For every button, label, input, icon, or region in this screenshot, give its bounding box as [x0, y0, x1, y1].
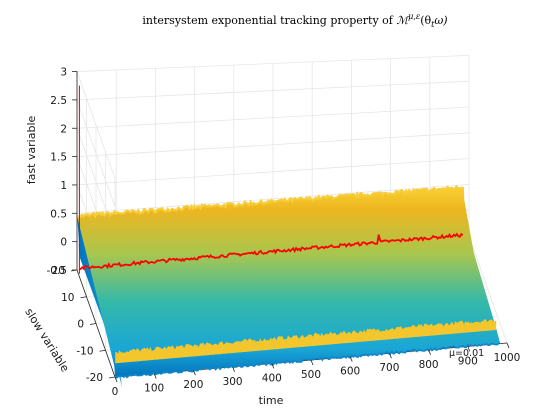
- z-axis-label: fast variable: [25, 116, 38, 185]
- x-tick-label: 500: [301, 369, 321, 381]
- y-tick-label: 10: [61, 292, 74, 304]
- x-tick-label: 900: [458, 355, 478, 367]
- z-tick-label: 1: [60, 180, 67, 192]
- y-tick-mark: [80, 296, 87, 299]
- x-tick-mark: [310, 359, 314, 366]
- x-tick-mark: [193, 370, 196, 376]
- x-tick-mark: [271, 363, 275, 369]
- x-tick-mark: [114, 376, 118, 383]
- x-axis-label: time: [259, 394, 284, 407]
- surface-mesh: [77, 184, 501, 388]
- z-tick-label: 0.5: [50, 208, 67, 220]
- x-tick-mark: [467, 346, 471, 352]
- x-tick-label: 400: [262, 372, 282, 384]
- grid-line-z: [76, 55, 470, 72]
- x-tick-mark: [389, 353, 392, 359]
- y-tick-mark: [89, 323, 97, 325]
- y-tick-mark: [108, 376, 116, 379]
- x-tick-label: 1000: [494, 352, 521, 364]
- x-tick-mark: [232, 366, 235, 372]
- red-trajectory: [78, 85, 464, 274]
- x-tick-mark: [428, 349, 431, 355]
- x-tick-mark: [349, 356, 353, 362]
- y-tick-mark: [99, 349, 106, 352]
- z-tick-label: 2.5: [50, 95, 67, 107]
- grid-line-z: [76, 184, 470, 214]
- grid-line-z: [76, 132, 470, 157]
- x-tick-label: 0: [112, 386, 119, 398]
- grid-line-z: [76, 106, 470, 129]
- chart-title: intersystem exponential tracking propert…: [142, 12, 447, 29]
- x-tick-label: 700: [379, 362, 399, 374]
- x-tick-mark: [506, 342, 510, 349]
- surface-front-edge: [114, 342, 501, 379]
- z-tick-label: 2: [60, 123, 67, 135]
- y-tick-label: -20: [86, 372, 103, 384]
- y-tick-label: 0: [77, 319, 84, 331]
- y-tick-label: 20: [52, 265, 65, 277]
- grid-line-z: [76, 158, 470, 186]
- z-tick-label: 0: [60, 237, 67, 249]
- x-tick-label: 200: [183, 379, 203, 391]
- x-tick-label: 800: [419, 359, 439, 371]
- z-tick-label: 1.5: [50, 152, 67, 164]
- x-tick-mark: [153, 373, 157, 379]
- grid-line-z: [76, 80, 470, 101]
- surface-front-ridge: [115, 319, 497, 364]
- x-tick-label: 100: [144, 383, 164, 395]
- x-tick-label: 300: [223, 376, 243, 388]
- x-tick-label: 600: [340, 366, 360, 378]
- surface-back-edge: [78, 184, 465, 219]
- mu-annotation: μ=0.01: [449, 348, 484, 359]
- z-tick-label: -0.5: [47, 265, 68, 277]
- z-tick-label: 3: [60, 67, 67, 79]
- y-tick-label: -10: [76, 345, 93, 357]
- trajectory-settled: [78, 232, 464, 271]
- y-axis-label: slow variable: [22, 306, 72, 374]
- axis-ticks: 0 100 200 300 400 500 600 700 800 900 1000-20-1001…: [47, 67, 521, 399]
